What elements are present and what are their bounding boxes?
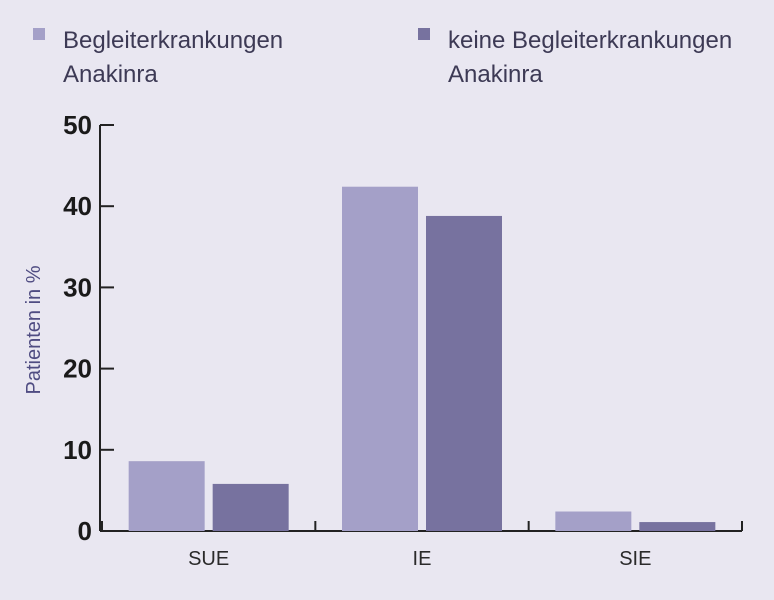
legend-label-2: Anakinra (448, 61, 543, 88)
legend-swatch-1 (33, 28, 45, 40)
x-tick-label-ie: IE (413, 548, 432, 570)
bar-ie-series-2 (426, 215, 502, 531)
y-axis: 0 10 20 30 40 50 (63, 110, 114, 546)
bar-sue-series-1 (128, 461, 205, 531)
x-tick-label-sue: SUE (188, 548, 229, 570)
bar-ie-series-1 (342, 186, 418, 531)
legend-label-1: Anakinra (63, 61, 158, 88)
legend: Begleiterkrankungen Anakinra keine Begleit… (33, 27, 732, 88)
bars (128, 186, 716, 531)
bar-sue-series-2 (212, 483, 289, 531)
legend-swatch-2 (418, 28, 430, 40)
bar-sie-series-2 (639, 522, 716, 531)
y-axis-label: Patienten in % (23, 265, 45, 394)
y-tick-label: 30 (63, 272, 92, 302)
y-tick-label: 20 (63, 354, 92, 384)
y-tick-label: 50 (63, 110, 92, 140)
legend-label-2: keine Begleiterkrankungen (448, 27, 732, 54)
y-tick-label: 0 (78, 516, 92, 546)
y-tick-label: 40 (63, 191, 92, 221)
y-tick-label: 10 (63, 435, 92, 465)
bar-sie-series-1 (555, 511, 632, 531)
legend-label-1: Begleiterkrankungen (63, 27, 283, 54)
x-tick-label-sie: SIE (619, 548, 651, 570)
x-axis: SUE IE SIE (100, 521, 743, 570)
